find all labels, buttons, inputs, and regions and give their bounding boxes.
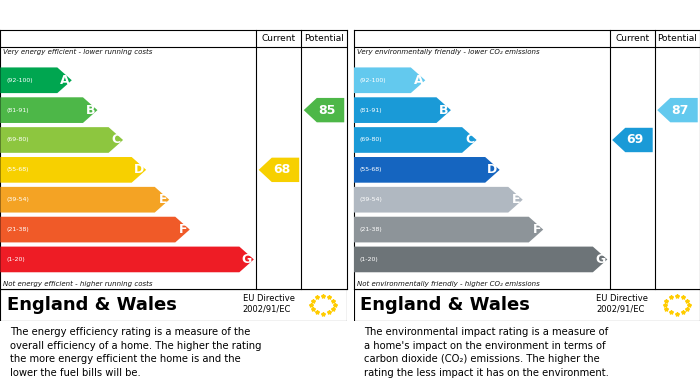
Text: England & Wales: England & Wales	[7, 296, 177, 314]
Polygon shape	[354, 247, 608, 272]
Text: 68: 68	[273, 163, 290, 176]
Text: The environmental impact rating is a measure of
a home's impact on the environme: The environmental impact rating is a mea…	[364, 327, 609, 378]
Text: 69: 69	[626, 133, 644, 147]
Text: A: A	[60, 74, 69, 87]
Text: F: F	[533, 223, 541, 236]
Text: Not energy efficient - higher running costs: Not energy efficient - higher running co…	[4, 281, 153, 287]
Text: 87: 87	[671, 104, 689, 117]
Text: A: A	[414, 74, 423, 87]
Text: B: B	[440, 104, 449, 117]
Text: Environmental Impact (CO₂) Rating: Environmental Impact (CO₂) Rating	[358, 9, 621, 22]
Text: Very energy efficient - lower running costs: Very energy efficient - lower running co…	[4, 48, 153, 55]
Text: D: D	[134, 163, 144, 176]
Text: (55-68): (55-68)	[360, 167, 382, 172]
Polygon shape	[354, 217, 543, 242]
Text: C: C	[466, 133, 475, 147]
Text: Potential: Potential	[304, 34, 344, 43]
Polygon shape	[354, 97, 451, 123]
Text: (39-54): (39-54)	[6, 197, 29, 202]
Text: (1-20): (1-20)	[6, 257, 25, 262]
Text: (69-80): (69-80)	[6, 138, 29, 142]
Text: Very environmentally friendly - lower CO₂ emissions: Very environmentally friendly - lower CO…	[357, 48, 540, 55]
Text: E: E	[159, 193, 167, 206]
Polygon shape	[354, 157, 500, 183]
Text: The energy efficiency rating is a measure of the
overall efficiency of a home. T: The energy efficiency rating is a measur…	[10, 327, 262, 378]
Text: G: G	[595, 253, 606, 266]
Text: Energy Efficiency Rating: Energy Efficiency Rating	[5, 9, 188, 22]
Text: E: E	[512, 193, 521, 206]
Polygon shape	[354, 67, 426, 93]
Polygon shape	[0, 67, 72, 93]
Text: D: D	[487, 163, 498, 176]
Text: (69-80): (69-80)	[360, 138, 382, 142]
Text: EU Directive
2002/91/EC: EU Directive 2002/91/EC	[242, 294, 295, 313]
Text: Not environmentally friendly - higher CO₂ emissions: Not environmentally friendly - higher CO…	[357, 281, 540, 287]
Text: 85: 85	[318, 104, 335, 117]
Text: C: C	[112, 133, 121, 147]
Text: (55-68): (55-68)	[6, 167, 29, 172]
Polygon shape	[0, 157, 146, 183]
Polygon shape	[0, 97, 97, 123]
Polygon shape	[304, 98, 344, 122]
Text: EU Directive
2002/91/EC: EU Directive 2002/91/EC	[596, 294, 648, 313]
Text: B: B	[86, 104, 95, 117]
Text: F: F	[179, 223, 188, 236]
Text: (21-38): (21-38)	[360, 227, 382, 232]
Text: Current: Current	[262, 34, 296, 43]
Text: Potential: Potential	[657, 34, 697, 43]
Text: (39-54): (39-54)	[360, 197, 383, 202]
Text: (92-100): (92-100)	[360, 78, 386, 83]
Polygon shape	[0, 187, 169, 213]
Polygon shape	[0, 217, 190, 242]
Polygon shape	[354, 187, 523, 213]
Text: (21-38): (21-38)	[6, 227, 29, 232]
Text: G: G	[241, 253, 252, 266]
Polygon shape	[354, 127, 477, 153]
Text: Current: Current	[615, 34, 650, 43]
Polygon shape	[612, 128, 652, 152]
Polygon shape	[657, 98, 698, 122]
Polygon shape	[0, 247, 254, 272]
Text: (81-91): (81-91)	[6, 108, 29, 113]
Text: England & Wales: England & Wales	[360, 296, 531, 314]
Text: (81-91): (81-91)	[360, 108, 382, 113]
Polygon shape	[259, 158, 299, 182]
Text: (92-100): (92-100)	[6, 78, 33, 83]
Text: (1-20): (1-20)	[360, 257, 379, 262]
Polygon shape	[0, 127, 123, 153]
